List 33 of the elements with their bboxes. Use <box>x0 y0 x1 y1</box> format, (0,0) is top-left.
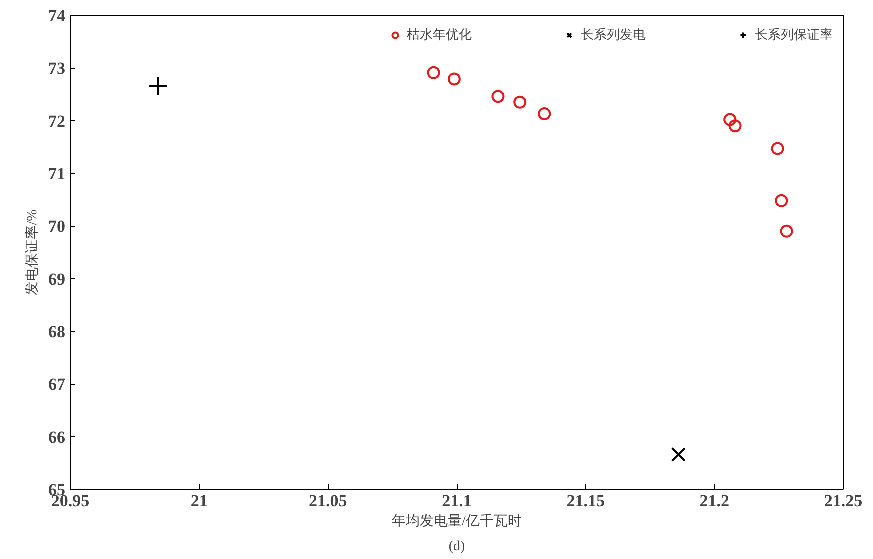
text: (d) <box>448 540 466 554</box>
y-tick-label: 70 <box>48 217 66 236</box>
point <box>775 194 788 208</box>
point <box>514 96 527 109</box>
y-tick-label: 66 <box>48 428 66 447</box>
x-tick-label: 21.25 <box>824 492 863 510</box>
x-tick-label: 21 <box>190 492 208 510</box>
legend-label: 长系列保证率 <box>755 27 833 44</box>
point <box>427 66 440 80</box>
x-axis-title: 年均发电量/亿千瓦时 <box>392 514 522 530</box>
x-tick-label: 21.1 <box>442 492 472 510</box>
y-axis-title: 发电保证率/% <box>24 209 40 296</box>
y-tick-label: 69 <box>48 270 66 289</box>
y-tick-label: 68 <box>48 322 66 342</box>
point <box>671 447 686 462</box>
y-tick-label: 67 <box>48 375 66 394</box>
point <box>148 76 168 96</box>
y-tick-label: 72 <box>48 112 66 131</box>
x-tick-label: 21.05 <box>309 492 348 510</box>
x-tick-label: 21.15 <box>566 492 605 510</box>
x-tick-label: 21.2 <box>700 492 730 510</box>
legend-label: 长系列发电 <box>581 27 646 44</box>
y-tick-label: 71 <box>48 164 66 184</box>
point <box>538 108 552 120</box>
y-tick-label: 73 <box>48 59 66 78</box>
point <box>492 90 505 104</box>
point <box>780 224 794 238</box>
y-tick-label: 74 <box>48 6 66 26</box>
legend-label: 枯水年优化 <box>407 27 472 44</box>
point <box>728 120 742 133</box>
point <box>448 72 461 86</box>
point <box>724 113 737 126</box>
point <box>771 142 784 156</box>
